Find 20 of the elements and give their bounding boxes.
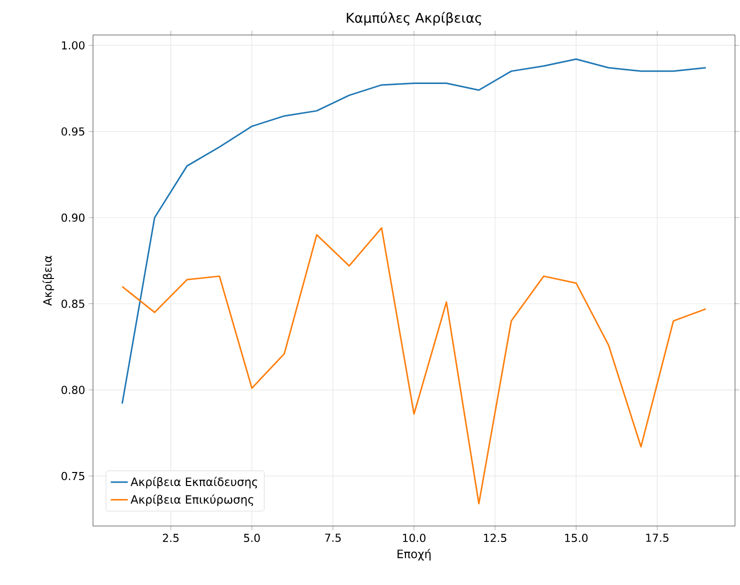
x-tick-label: 12.5 [484,534,506,542]
y-tick-label: 1.00 [62,41,84,50]
y-tick-label: 0.95 [62,127,84,136]
line-series [121,58,707,404]
legend-label: Ακρίβεια Επικύρωσης [130,494,254,506]
y-tick-label: 0.75 [62,472,84,480]
x-tick-label: 2.5 [162,534,179,542]
x-axis-title: Εποχή [398,548,431,560]
line-series [121,227,707,504]
x-tick-label: 17.5 [646,534,668,542]
x-tick-label: 5.0 [244,534,260,542]
chart-title: Καμπύλες Ακρίβειας [346,12,482,26]
y-tick-label: 0.85 [62,300,84,308]
x-tick-label: 10.0 [403,534,426,542]
y-tick-label: 0.90 [62,213,84,222]
x-tick-label: 15.0 [565,534,588,542]
y-axis-title: Ακρίβεια [42,256,54,306]
legend-label: Ακρίβεια Εκπαίδευσης [130,476,258,488]
y-tick-label: 0.80 [62,386,84,394]
x-tick-label: 7.5 [325,534,341,542]
